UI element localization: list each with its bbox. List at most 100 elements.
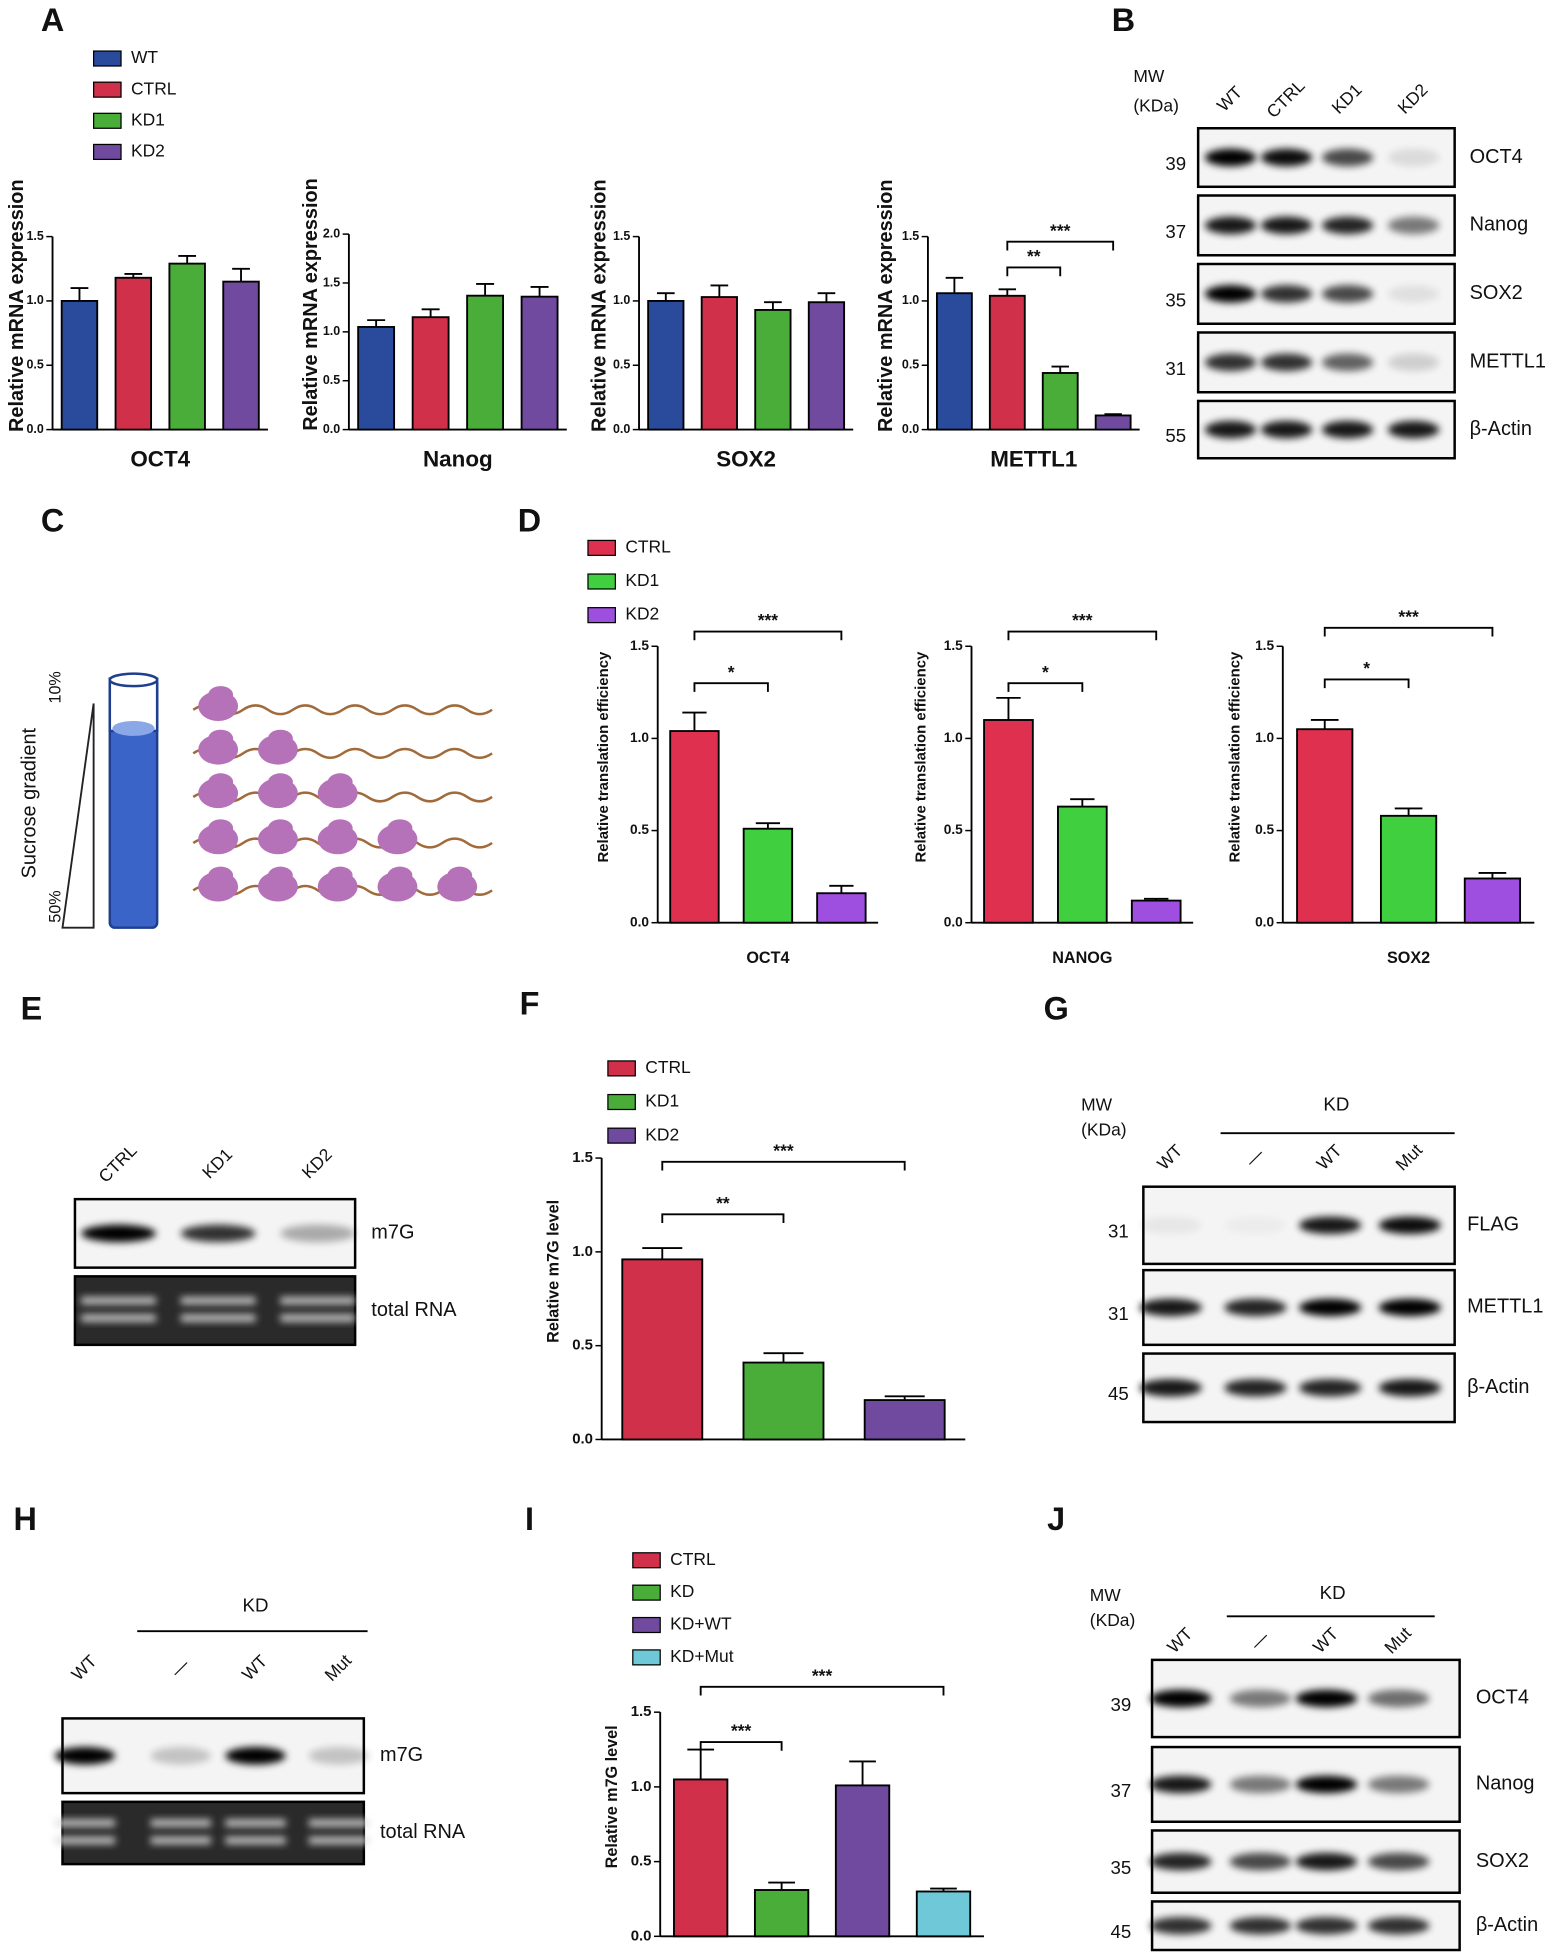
- y-tick-label: 0.0: [902, 422, 919, 436]
- lane-label: WT: [238, 1651, 272, 1685]
- bar: [357, 326, 396, 431]
- protein-band: [1299, 1216, 1362, 1235]
- rna-band: [180, 1314, 256, 1322]
- ribosome-top: [327, 773, 353, 791]
- y-tick-label: 1.5: [902, 229, 919, 243]
- rna-band: [81, 1296, 156, 1305]
- y-axis-label: Relative mRNA expression: [300, 178, 322, 431]
- lane-label: Mut: [321, 1650, 356, 1685]
- bar: [742, 827, 794, 924]
- gradient-wedge: [61, 703, 95, 929]
- mw-header: MW: [1133, 66, 1165, 86]
- bar: [222, 280, 260, 431]
- rna-band: [81, 1314, 156, 1322]
- legend-label: KD1: [131, 109, 165, 129]
- protein-band: [54, 1747, 116, 1765]
- protein-band: [1149, 1917, 1212, 1935]
- tube-rim: [108, 672, 159, 688]
- protein-band: [225, 1747, 286, 1765]
- y-axis-label: Relative translation efficiency: [1226, 651, 1243, 863]
- y-tick-label: 1.0: [630, 730, 649, 745]
- legend-label: CTRL: [645, 1057, 691, 1077]
- panel-label: B: [1112, 2, 1135, 38]
- panel-label: C: [41, 503, 64, 539]
- bar: [816, 892, 867, 924]
- protein-band: [1295, 1852, 1358, 1871]
- legend-swatch: [632, 1649, 661, 1666]
- significance-label: ***: [758, 610, 779, 630]
- lane-label: WT: [1163, 1623, 1197, 1657]
- panel-label: H: [13, 1501, 36, 1537]
- protein-band: [308, 1747, 370, 1765]
- significance-label: ***: [773, 1140, 794, 1160]
- significance-bracket: [1323, 678, 1410, 689]
- ribosome-top: [208, 729, 234, 748]
- row-label: METTL1: [1467, 1296, 1543, 1318]
- protein-band: [1321, 216, 1374, 235]
- y-tick-label: 1.5: [630, 638, 649, 653]
- bar: [983, 719, 1034, 924]
- legend-swatch: [93, 50, 122, 67]
- mw-header: (KDa): [1090, 1610, 1136, 1630]
- bar: [647, 299, 685, 431]
- mw-label: 45: [1111, 1921, 1132, 1942]
- row-label: FLAG: [1467, 1214, 1519, 1236]
- protein-band: [1260, 353, 1313, 372]
- y-tick-label: 1.5: [613, 229, 630, 243]
- row-label: OCT4: [1476, 1687, 1529, 1709]
- legend-label: CTRL: [131, 78, 177, 98]
- legend-swatch: [93, 112, 122, 129]
- x-axis-label: OCT4: [746, 949, 789, 967]
- legend-swatch: [632, 1584, 661, 1601]
- bar: [807, 301, 846, 431]
- protein-band: [1321, 148, 1374, 167]
- bar: [168, 262, 206, 431]
- ribosome-top: [267, 729, 293, 748]
- x-axis-label: NANOG: [1052, 949, 1112, 967]
- y-tick-label: 1.0: [323, 324, 340, 338]
- y-axis-label: Relative mRNA expression: [589, 179, 611, 432]
- tube-meniscus: [112, 720, 155, 736]
- protein-band: [1387, 353, 1440, 372]
- significance-bracket: [693, 682, 769, 692]
- row-label: β-Actin: [1476, 1914, 1538, 1936]
- rna-band: [308, 1836, 370, 1845]
- x-axis-label: OCT4: [130, 447, 190, 472]
- panel-label: J: [1047, 1501, 1065, 1537]
- protein-band: [1299, 1379, 1362, 1397]
- bar: [700, 296, 738, 431]
- y-tick-label: 0.0: [613, 422, 630, 436]
- protein-band: [1224, 1379, 1287, 1397]
- protein-band: [1149, 1852, 1212, 1871]
- row-label: Nanog: [1470, 214, 1529, 236]
- bar: [621, 1258, 704, 1441]
- significance-bracket: [661, 1160, 906, 1171]
- significance-label: *: [1042, 662, 1049, 682]
- significance-bracket: [1006, 266, 1062, 277]
- mw-header: MW: [1090, 1585, 1122, 1605]
- mw-label: 37: [1111, 1780, 1132, 1801]
- y-axis-label: Relative mRNA expression: [875, 179, 897, 432]
- ribosome-top: [208, 773, 234, 791]
- y-tick-label: 0.5: [613, 358, 630, 372]
- mw-label: 45: [1108, 1383, 1129, 1404]
- ribosome-top: [387, 819, 413, 837]
- protein-band: [1229, 1775, 1292, 1794]
- lane-label: KD1: [1328, 80, 1366, 118]
- protein-band: [1224, 1217, 1286, 1234]
- protein-band: [1367, 1852, 1430, 1871]
- protein-band: [1260, 148, 1313, 167]
- legend-label: KD2: [645, 1124, 679, 1144]
- legend-label: KD+Mut: [670, 1646, 734, 1666]
- y-tick-label: 0.0: [27, 422, 44, 436]
- significance-label: ***: [731, 1721, 752, 1741]
- protein-band: [1260, 420, 1313, 439]
- protein-band: [1204, 353, 1257, 372]
- significance-label: ***: [1072, 610, 1093, 630]
- protein-band: [1229, 1689, 1292, 1708]
- x-axis-label: Nanog: [423, 447, 493, 472]
- y-tick-label: 0.5: [630, 822, 649, 837]
- mrna: [192, 704, 493, 716]
- row-label: β-Actin: [1467, 1376, 1529, 1398]
